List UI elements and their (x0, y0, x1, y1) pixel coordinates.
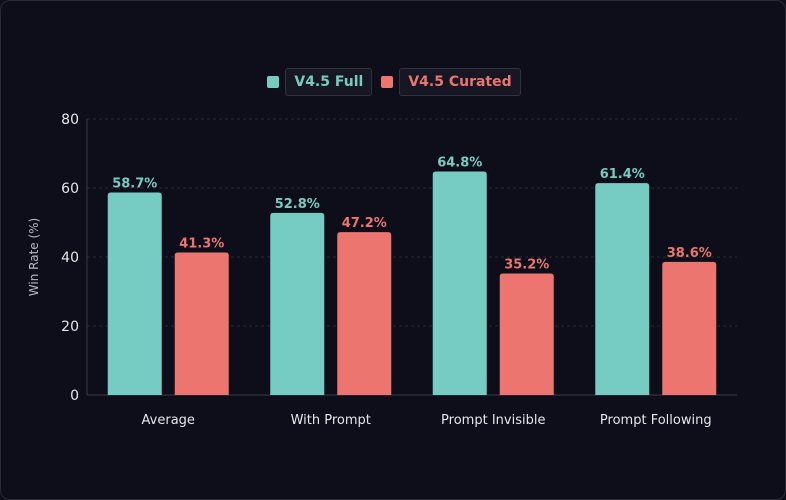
x-tick-label-2: Prompt Invisible (441, 413, 545, 428)
legend-swatch-curated (381, 76, 394, 88)
y-tick-label-40: 40 (61, 250, 79, 266)
data-label-curated-0: 41.3% (179, 237, 224, 252)
bar-layer (107, 171, 717, 395)
x-tick-label-0: Average (142, 413, 195, 428)
x-tick-label-1: With Prompt (291, 413, 371, 428)
bar-curated-2 (499, 273, 554, 395)
data-label-curated-2: 35.2% (504, 258, 549, 273)
bar-curated-0 (174, 252, 229, 395)
y-tick-label-20: 20 (61, 319, 79, 335)
legend-label-curated: V4.5 Curated (399, 68, 521, 96)
y-axis-title: Win Rate (%) (27, 218, 41, 296)
label-layer: 58.7% 41.3% 52.8% 47.2% 64.8% 35.2% 61.4% 38.6% (112, 155, 712, 272)
y-tick-label-60: 60 (61, 181, 79, 197)
legend-item-full[interactable]: V4.5 Full (267, 68, 373, 96)
data-label-full-2: 64.8% (437, 155, 482, 170)
data-label-curated-3: 38.6% (667, 246, 712, 261)
legend-label-full: V4.5 Full (285, 68, 373, 96)
bar-full-1 (270, 212, 325, 395)
axis-layer: 0 20 40 60 80 Win Rate (%) Average With Prompt P… (27, 112, 737, 428)
bar-curated-3 (662, 261, 717, 395)
bar-curated-1 (337, 232, 392, 395)
bar-full-3 (595, 183, 650, 395)
data-label-full-1: 52.8% (275, 197, 320, 212)
y-tick-label-80: 80 (61, 112, 79, 128)
data-label-full-0: 58.7% (112, 176, 157, 191)
data-label-curated-1: 47.2% (342, 216, 387, 231)
legend-item-curated[interactable]: V4.5 Curated (381, 68, 521, 96)
bar-full-2 (432, 171, 487, 395)
data-label-full-3: 61.4% (600, 167, 645, 182)
x-tick-label-3: Prompt Following (600, 413, 712, 428)
legend-swatch-full (267, 76, 280, 88)
chart-legend: V4.5 Full V4.5 Curated (1, 68, 785, 96)
y-tick-label-0: 0 (70, 388, 79, 404)
bar-full-0 (107, 192, 162, 395)
